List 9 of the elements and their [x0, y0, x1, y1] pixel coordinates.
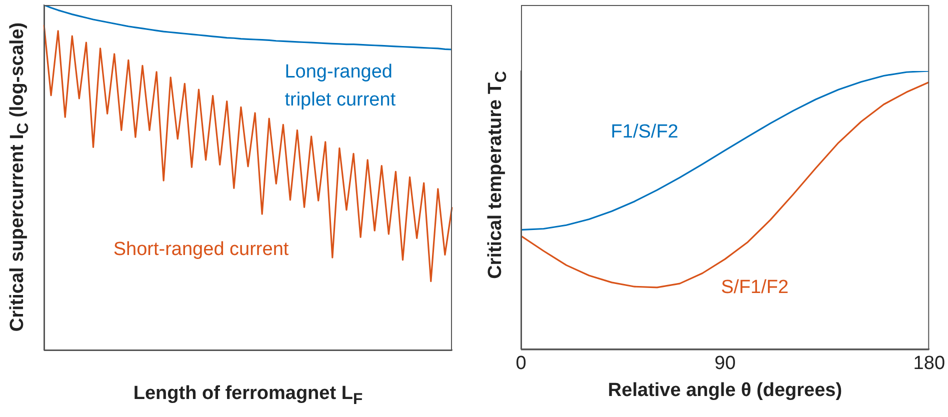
series-label: S/F1/F2 [720, 277, 789, 298]
x-tick-label: 180 [913, 352, 945, 374]
x-axis-title: Length of ferromagnet L$_{F}$ [133, 383, 363, 409]
x-tick-label: 0 [516, 352, 526, 374]
x-axis-title: Relative angle θ (degrees) [608, 380, 842, 402]
series-label: F1/S/F2 [610, 121, 678, 142]
x-tick-label: 90 [714, 352, 736, 374]
series-label: Long-ranged triplet current [284, 62, 396, 111]
series-label: Short-ranged current [113, 239, 290, 260]
